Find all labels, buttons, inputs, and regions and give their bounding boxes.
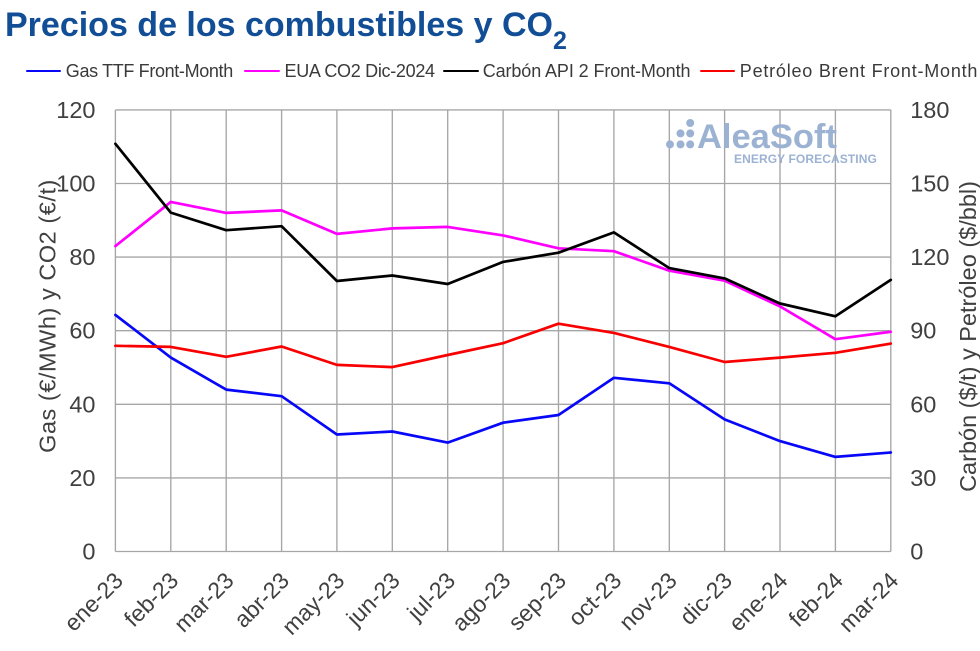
svg-text:0: 0 [910,539,923,565]
svg-text:ago-23: ago-23 [447,567,516,636]
svg-text:60: 60 [69,318,95,344]
svg-text:0: 0 [82,539,95,565]
svg-text:60: 60 [910,391,936,417]
svg-text:120: 120 [910,244,949,270]
svg-text:nov-23: nov-23 [614,567,682,635]
svg-text:150: 150 [910,171,949,197]
svg-text:ene-24: ene-24 [724,567,793,636]
svg-text:ene-23: ene-23 [59,567,128,636]
svg-text:AleaSoft: AleaSoft [697,118,837,156]
svg-text:mar-24: mar-24 [833,567,903,637]
svg-text:Carbón ($/t) y Petróleo ($/bbl: Carbón ($/t) y Petróleo ($/bbl) [955,181,980,492]
svg-text:Gas (€/MWh) y CO2 (€/t): Gas (€/MWh) y CO2 (€/t) [35,179,61,453]
svg-text:80: 80 [69,244,95,270]
svg-text:180: 180 [910,97,949,123]
svg-text:90: 90 [910,318,936,344]
svg-text:30: 30 [910,465,936,491]
svg-text:sep-23: sep-23 [503,567,571,635]
svg-text:40: 40 [69,391,95,417]
svg-text:120: 120 [56,97,95,123]
svg-text:20: 20 [69,465,95,491]
svg-text:may-23: may-23 [277,567,350,640]
svg-text:100: 100 [56,171,95,197]
svg-text:mar-23: mar-23 [169,567,239,637]
svg-text:jun-23: jun-23 [341,567,405,631]
svg-text:ENERGY FORECASTING: ENERGY FORECASTING [734,152,877,166]
